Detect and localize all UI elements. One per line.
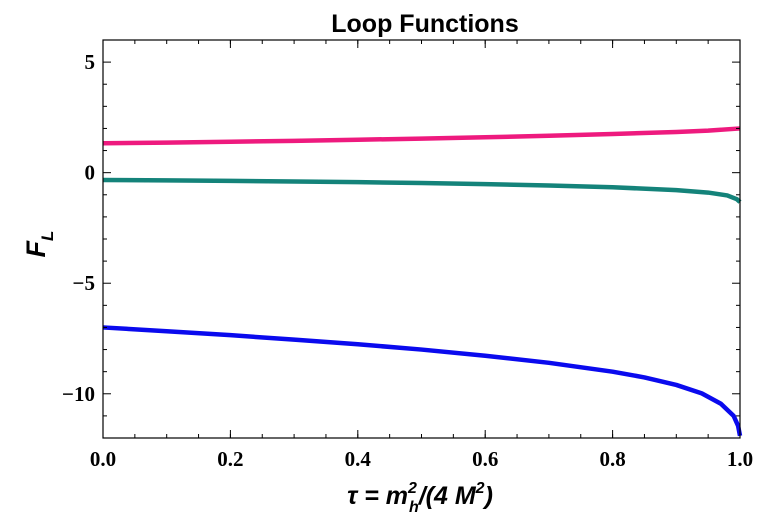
y-tick-label: −10 (62, 382, 95, 406)
x-axis-label-sup: 2 (407, 480, 417, 497)
x-tick-label: 0.0 (90, 447, 116, 471)
chart-title: Loop Functions (331, 10, 518, 38)
x-axis-label-main: τ = m (347, 482, 408, 510)
x-axis-label-sub: h (409, 499, 419, 516)
x-tick-label: 0.8 (599, 447, 625, 471)
y-tick-label: 0 (85, 161, 96, 185)
x-axis-label-sup2: 2 (475, 480, 485, 497)
x-tick-label: 0.6 (472, 447, 498, 471)
series-line-3 (102, 325, 743, 437)
y-tick-label: 5 (85, 50, 96, 74)
tick-layer: 0.0 0.2 0.4 0.6 0.8 1.0 −10 −5 0 5 (62, 39, 753, 471)
series-line-1 (102, 126, 741, 146)
x-axis-label: τ = m2 h/(4 M2) (347, 480, 493, 516)
y-tick-label: −5 (73, 271, 95, 295)
x-axis-label-rest: /(4 M (418, 482, 477, 510)
series-line-2 (102, 177, 742, 204)
x-axis-label-close: ) (482, 482, 493, 510)
y-axis-label: FL (21, 231, 57, 258)
series-layer (102, 126, 743, 437)
x-tick-label: 0.4 (345, 447, 372, 471)
x-tick-label: 1.0 (727, 447, 753, 471)
y-axis-label-sub: L (38, 231, 57, 241)
x-tick-label: 0.2 (217, 447, 243, 471)
y-axis-label-main: F (21, 239, 51, 257)
